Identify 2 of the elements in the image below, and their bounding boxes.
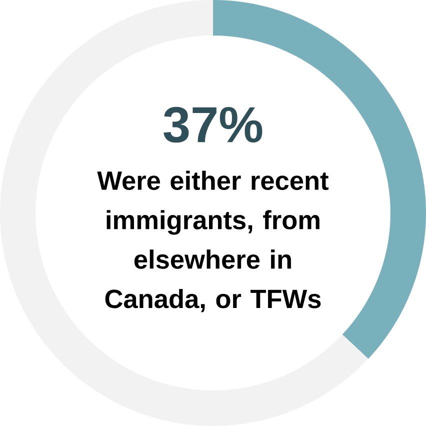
text: Were either recent immigrants, from elsewhere in Canada, or TFWs: [97, 170, 328, 312]
data-label: 37%: [164, 106, 262, 143]
